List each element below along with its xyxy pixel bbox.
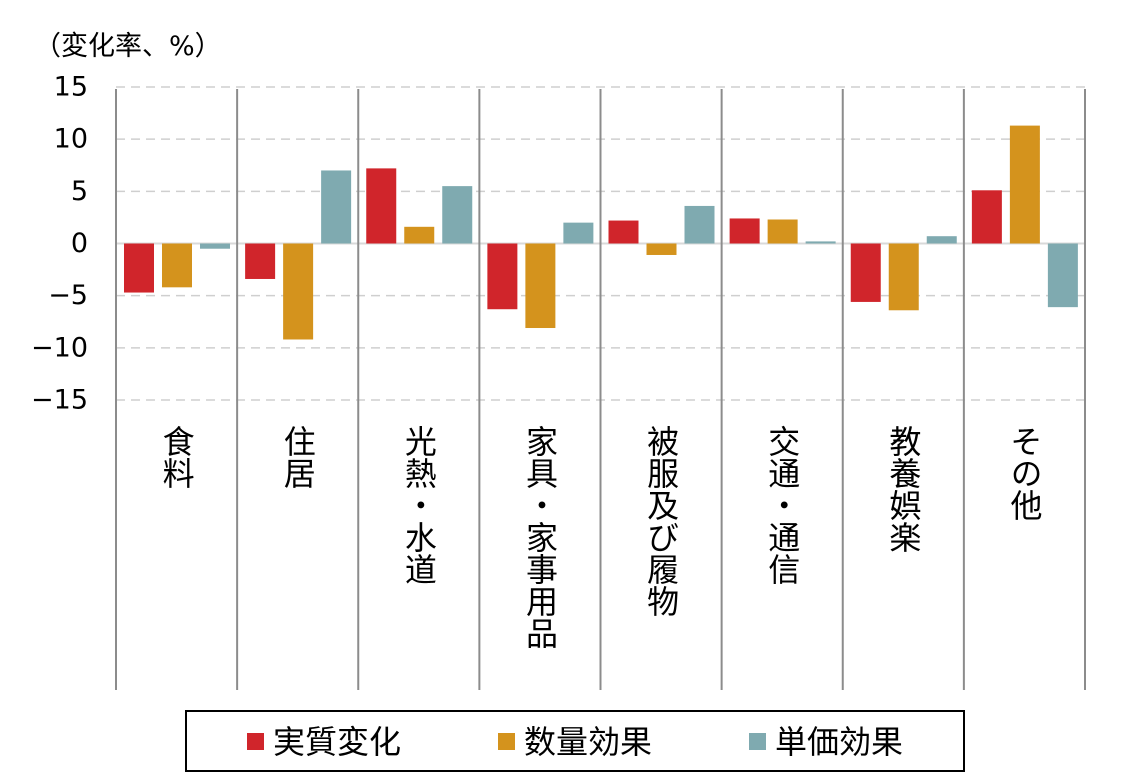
category-label: 光熱・水道 <box>400 425 438 585</box>
category-label: 教養娯楽 <box>884 425 922 553</box>
category-label: 被服及び履物 <box>642 425 680 617</box>
legend-swatch <box>498 733 515 750</box>
bar <box>850 243 881 302</box>
bars <box>124 125 1078 340</box>
legend-swatch <box>749 733 766 750</box>
y-tick-label: 15 <box>54 72 88 103</box>
y-tick-label: −5 <box>48 280 88 311</box>
legend-box <box>185 710 965 772</box>
y-axis-unit-label: （変化率、%） <box>34 31 222 62</box>
category-separators <box>115 89 1086 690</box>
bar <box>888 243 919 311</box>
legend-swatch <box>247 733 264 750</box>
bar <box>646 243 677 255</box>
bar <box>563 222 594 244</box>
category-label: 食料 <box>158 425 196 489</box>
bar <box>283 243 314 340</box>
bar <box>321 170 352 244</box>
legend-label: 実質変化 <box>273 723 401 761</box>
bar <box>366 168 397 244</box>
category-labels: 食料 住居 光熱・水道 家具・家事用品 被服及び履物 交通・通信 教養娯楽 その他 <box>158 425 1044 649</box>
bar <box>1009 125 1040 244</box>
y-axis-ticks: 15 10 5 0 −5 −10 −15 <box>31 72 88 416</box>
legend: 実質変化 数量効果 単価効果 <box>185 710 965 772</box>
bar <box>442 186 473 244</box>
bar <box>200 243 230 249</box>
legend-label: 数量効果 <box>524 723 652 761</box>
y-tick-label: 0 <box>71 228 88 259</box>
bar <box>729 218 760 244</box>
y-tick-label: −15 <box>31 385 88 416</box>
bar <box>926 236 957 244</box>
bar <box>971 190 1002 244</box>
bar <box>608 220 639 244</box>
bar <box>525 243 556 329</box>
category-label: その他 <box>1005 425 1043 521</box>
category-label: 家具・家事用品 <box>521 425 559 649</box>
category-label: 住居 <box>279 425 317 489</box>
category-label: 交通・通信 <box>763 425 801 585</box>
bar <box>805 241 836 244</box>
bar <box>124 243 154 293</box>
bar <box>487 243 518 310</box>
bar <box>245 243 276 279</box>
bar <box>1047 243 1078 308</box>
bar <box>404 226 435 244</box>
legend-label: 単価効果 <box>775 723 903 761</box>
bar <box>684 205 715 244</box>
bar <box>162 243 192 288</box>
y-tick-label: −10 <box>31 332 88 363</box>
bar <box>767 219 798 244</box>
y-tick-label: 10 <box>54 124 88 155</box>
y-tick-label: 5 <box>71 176 88 207</box>
